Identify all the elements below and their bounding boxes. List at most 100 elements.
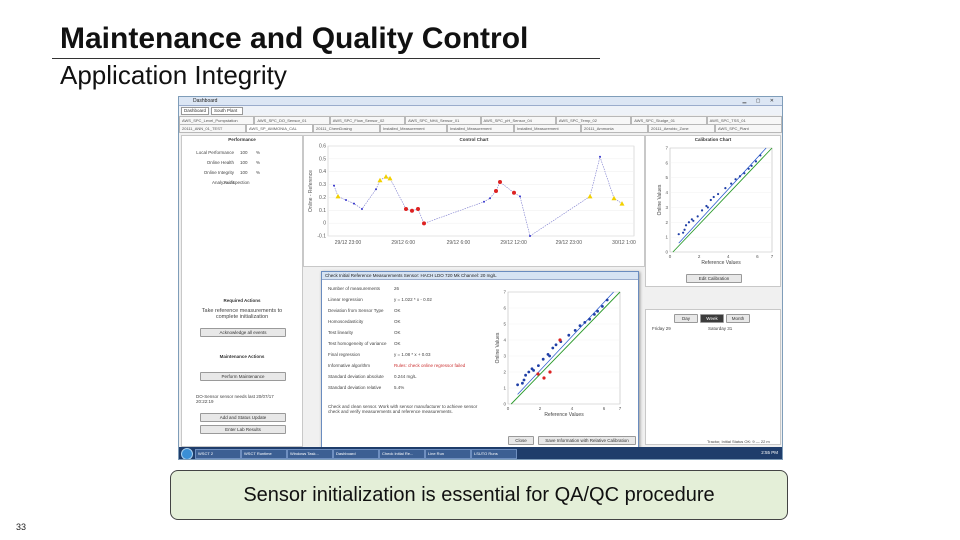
calibration-point bbox=[683, 228, 686, 231]
calibration-point bbox=[532, 369, 535, 372]
calibration-point bbox=[734, 178, 737, 181]
dialog-row-value: OK bbox=[394, 308, 401, 313]
y-tick-label: 2 bbox=[665, 220, 668, 225]
taskbar-item[interactable]: Check Initial Re... bbox=[379, 449, 425, 459]
calibration-point bbox=[521, 381, 524, 385]
dialog-row-value: 0.244 mg/L bbox=[394, 374, 417, 379]
y-tick-label: 0.3 bbox=[319, 182, 326, 188]
calibration-chart: 7 6 5 4 3 2 1 00 2 4 6 7 Reference Values Online Valu… bbox=[657, 146, 774, 267]
control-chart: 0.6 0.5 0.4 0.3 0.2 0.1 0 -0.1 29/12 23:00 29/12 … bbox=[308, 144, 636, 247]
slide-number: 33 bbox=[16, 522, 27, 532]
control-chart-panel: Control Chart 0.6 0.5 0.4 0.3 0.2 0.1 0 -0.1 29/… bbox=[303, 135, 645, 267]
calibration-point bbox=[601, 305, 604, 308]
range-day-button[interactable]: Day bbox=[674, 314, 698, 323]
status-update-button[interactable]: Add and Status Update bbox=[200, 413, 286, 422]
taskbar-item[interactable]: WSCT Runtime bbox=[241, 449, 287, 459]
x-tick-label: 30/12 1:00 bbox=[612, 240, 636, 246]
dialog-row-value: 26 bbox=[394, 286, 400, 291]
calibration-point bbox=[554, 343, 558, 347]
dialog-close-button[interactable]: Close bbox=[508, 436, 534, 445]
initial-reference-dialog: Check Initial Reference Measurements Sen… bbox=[321, 271, 639, 449]
tab[interactable]: Installed_Measurement bbox=[447, 124, 514, 133]
performance-unit: % bbox=[256, 160, 261, 165]
x-tick-label: 2 bbox=[698, 254, 701, 259]
calibration-point bbox=[747, 167, 750, 170]
calibration-point bbox=[593, 313, 596, 316]
tab[interactable]: Installed_Measurement bbox=[514, 124, 581, 133]
application-screenshot: Dashboard ▁ ▢ ✕ Dashboard South Plant AW… bbox=[178, 96, 783, 460]
dialog-row-label: Standard deviation absolute bbox=[328, 374, 384, 379]
alarm-marker bbox=[512, 190, 516, 195]
data-point bbox=[353, 202, 355, 205]
tab[interactable]: Installed_Measurement bbox=[380, 124, 447, 133]
performance-value: Analyze inspection bbox=[212, 180, 250, 185]
maintenance-title: Maintenance Actions bbox=[219, 354, 265, 359]
alarm-marker bbox=[422, 221, 426, 226]
calibration-point bbox=[527, 370, 531, 374]
dialog-message: Check and clean sensor. Work with sensor… bbox=[328, 404, 478, 414]
dialog-row-label: Informative algorithm bbox=[328, 363, 371, 368]
tab[interactable]: AWS_SP_AMMONIA_CAL bbox=[246, 124, 313, 133]
data-point bbox=[361, 208, 363, 210]
outlier-point bbox=[542, 376, 546, 380]
y-tick-label: 0.4 bbox=[319, 169, 326, 175]
x-tick-label: 29/12 23:00 bbox=[335, 240, 362, 246]
plant-dropdown[interactable]: South Plant bbox=[211, 107, 243, 115]
x-tick-label: 29/12 6:00 bbox=[391, 240, 415, 246]
dialog-save-button[interactable]: Save Information with Relative Calibrati… bbox=[538, 436, 636, 445]
taskbar-item[interactable]: Windows Task... bbox=[287, 449, 333, 459]
tab[interactable]: 20111_Ammonia bbox=[581, 124, 648, 133]
perform-maintenance-button[interactable]: Perform Maintenance bbox=[200, 372, 286, 381]
y-tick-label: 0 bbox=[665, 250, 668, 255]
calibration-point bbox=[709, 198, 712, 202]
x-axis-label: Reference Values bbox=[701, 260, 741, 266]
tab[interactable]: 20111_ChemDosing bbox=[313, 124, 380, 133]
taskbar-item[interactable]: LSUTO Runs bbox=[471, 449, 517, 459]
range-month-button[interactable]: Month bbox=[726, 314, 750, 323]
start-button-icon[interactable] bbox=[181, 448, 193, 459]
x-tick-label: 4 bbox=[571, 406, 574, 411]
dialog-row-label: Test homogeneity of variance bbox=[328, 341, 387, 346]
performance-label: Online Integrity bbox=[203, 170, 234, 175]
calibration-point bbox=[684, 224, 688, 227]
y-tick-label: 6 bbox=[665, 160, 668, 165]
range-week-button[interactable]: Week bbox=[700, 314, 724, 323]
tab[interactable]: 20111_Aerobic_Zone bbox=[648, 124, 715, 133]
x-tick-label: 0 bbox=[507, 406, 510, 411]
calibration-point bbox=[706, 206, 709, 209]
dialog-row-value: y = 1.08 * x + 0.03 bbox=[394, 352, 431, 357]
edit-calibration-button[interactable]: Edit Calibration bbox=[686, 274, 742, 283]
performance-label: Online Health bbox=[206, 160, 234, 165]
callout-box: Sensor initialization is essential for Q… bbox=[170, 470, 788, 520]
taskbar-item[interactable]: WSCT 2 bbox=[195, 449, 241, 459]
y-axis-label: Online Values bbox=[657, 184, 663, 215]
y-tick-label: 0 bbox=[503, 402, 506, 407]
view-dropdown[interactable]: Dashboard bbox=[181, 107, 209, 115]
calibration-point bbox=[567, 333, 571, 337]
taskbar-item[interactable]: Dashboard bbox=[333, 449, 379, 459]
tab[interactable]: AWS_SPC_Plant bbox=[715, 124, 782, 133]
taskbar-item[interactable]: Line Run bbox=[425, 449, 471, 459]
performance-title: Performance bbox=[228, 137, 256, 142]
calibration-point bbox=[516, 383, 519, 387]
y-tick-label: 7 bbox=[503, 290, 506, 295]
enter-lab-results-button[interactable]: Enter Lab Results bbox=[200, 425, 286, 434]
data-point bbox=[529, 235, 531, 237]
title-underline bbox=[52, 58, 600, 59]
data-point bbox=[489, 197, 491, 200]
tab[interactable]: 20111_ANN_01_TEST bbox=[179, 124, 246, 133]
range-from: Friday 29 bbox=[652, 326, 671, 331]
calibration-point bbox=[738, 175, 742, 178]
calibration-point bbox=[682, 231, 685, 234]
taskbar: WSCT 2 WSCT Runtime Windows Task... Dashboa… bbox=[179, 447, 782, 459]
performance-unit: % bbox=[256, 170, 261, 175]
acknowledge-button[interactable]: Acknowledge all events bbox=[200, 328, 286, 337]
window-controls[interactable]: ▁ ▢ ✕ bbox=[742, 98, 778, 104]
calibration-point bbox=[588, 317, 591, 321]
y-tick-label: 5 bbox=[665, 175, 668, 180]
calibration-chart-title: Calibration Chart bbox=[694, 137, 732, 142]
maintenance-note: DO-Sensor sensor needs last 20/07/17 20:… bbox=[196, 394, 274, 404]
window-title: Dashboard bbox=[193, 98, 218, 104]
control-plot-area bbox=[327, 145, 635, 237]
tabs-row-1: AWS_SPC_Level_Pumpstation AWS_SPC_DO_Sens… bbox=[179, 116, 782, 125]
